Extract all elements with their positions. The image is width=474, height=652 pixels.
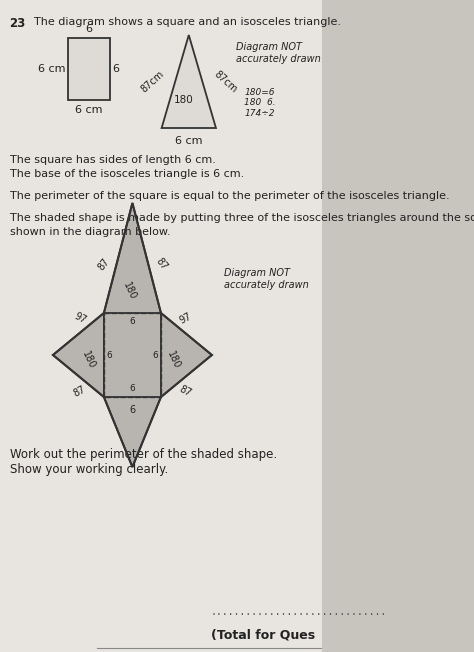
Text: 6: 6 [153, 351, 158, 359]
Text: The perimeter of the square is equal to the perimeter of the isosceles triangle.: The perimeter of the square is equal to … [9, 191, 449, 201]
Text: 87: 87 [96, 256, 111, 272]
Text: 6: 6 [107, 351, 112, 359]
Text: 180=6
180  6.
174÷2: 180=6 180 6. 174÷2 [245, 88, 276, 118]
Text: (Total for Ques: (Total for Ques [210, 628, 315, 641]
Text: Diagram NOT
accurately drawn: Diagram NOT accurately drawn [224, 268, 309, 289]
Text: 6: 6 [129, 317, 135, 326]
Text: The diagram shows a square and an isosceles triangle.: The diagram shows a square and an isosce… [34, 17, 341, 27]
Text: 87: 87 [72, 384, 88, 398]
Text: 6: 6 [112, 64, 119, 74]
Text: Work out the perimeter of the shaded shape.: Work out the perimeter of the shaded sha… [9, 448, 277, 461]
Text: 6: 6 [129, 405, 136, 415]
Text: 23: 23 [9, 17, 26, 30]
Polygon shape [162, 35, 216, 128]
Bar [68, 38, 110, 100]
Text: 180: 180 [81, 349, 97, 370]
Text: 87cm: 87cm [139, 68, 166, 95]
Text: ..............................: .............................. [210, 607, 387, 617]
Text: 6 cm: 6 cm [38, 64, 65, 74]
Text: 180: 180 [173, 95, 193, 105]
Text: The square has sides of length 6 cm.: The square has sides of length 6 cm. [9, 155, 215, 165]
Text: The shaded shape is made by putting three of the isosceles triangles around the : The shaded shape is made by putting thre… [9, 213, 474, 223]
Text: The base of the isosceles triangle is 6 cm.: The base of the isosceles triangle is 6 … [9, 169, 244, 179]
Text: 180: 180 [121, 280, 138, 301]
Text: 180: 180 [165, 349, 182, 370]
Text: 97: 97 [72, 312, 88, 326]
Text: 6: 6 [129, 384, 135, 393]
Text: 97: 97 [177, 312, 193, 326]
Polygon shape [53, 203, 212, 467]
Text: 6 cm: 6 cm [175, 136, 202, 146]
Text: 6: 6 [85, 24, 92, 34]
Text: 87: 87 [177, 384, 193, 398]
Text: 87: 87 [154, 256, 169, 272]
Text: 6 cm: 6 cm [75, 105, 103, 115]
Text: shown in the diagram below.: shown in the diagram below. [9, 227, 170, 237]
Text: 87cm: 87cm [212, 68, 239, 95]
Bar [104, 313, 161, 397]
Text: Diagram NOT
accurately drawn: Diagram NOT accurately drawn [237, 42, 321, 64]
Text: Show your working clearly.: Show your working clearly. [9, 463, 168, 476]
